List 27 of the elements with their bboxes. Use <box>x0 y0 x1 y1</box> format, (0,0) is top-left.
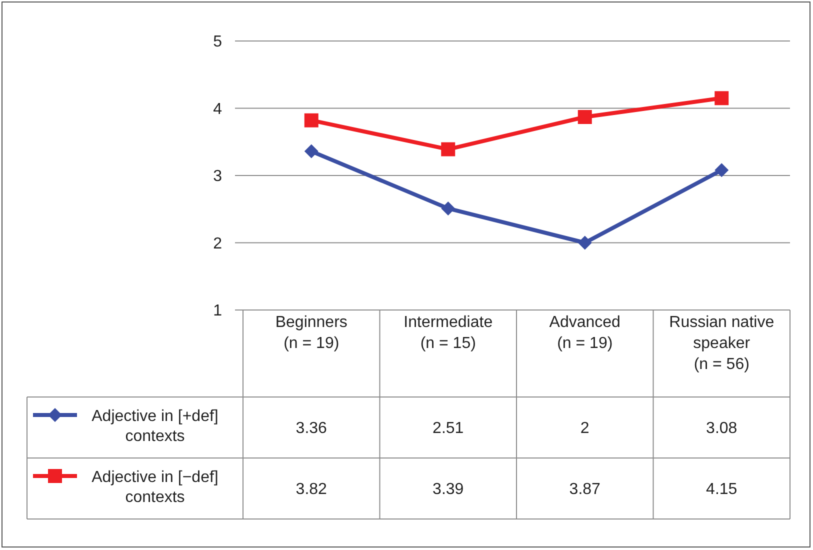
x-tick-label: Intermediate (n = 15) <box>404 314 493 352</box>
y-tick-label: 5 <box>213 34 222 51</box>
data-label: 2 <box>580 420 590 438</box>
x-tick-label: Beginners (n = 19) <box>275 314 348 352</box>
point <box>578 110 592 124</box>
point <box>714 91 729 106</box>
x-tick-label: Advanced (n = 19) <box>549 314 620 352</box>
data-label: 3.39 <box>432 481 464 498</box>
x-tick-label: Russian native speaker (n = 56) <box>669 314 774 373</box>
data-label: 3.08 <box>706 420 738 438</box>
y-tick-label: 3 <box>213 168 222 186</box>
point <box>304 144 318 158</box>
data-label: 3.82 <box>296 481 328 498</box>
y-tick-label: 1 <box>213 302 222 320</box>
point <box>441 142 456 156</box>
point <box>304 113 318 128</box>
point <box>441 201 456 216</box>
point <box>714 163 729 178</box>
y-tick-label: 2 <box>213 235 222 252</box>
legend-label: Adjective in [+def] contexts <box>92 408 218 445</box>
y-tick-label: 4 <box>213 100 222 118</box>
data-label: 4.15 <box>706 481 738 498</box>
point <box>578 236 592 250</box>
data-label: 3.36 <box>296 420 328 438</box>
data-label: 2.51 <box>432 420 464 438</box>
data-label: 3.87 <box>569 481 601 498</box>
legend-label: Adjective in [−def] contexts <box>92 469 218 506</box>
